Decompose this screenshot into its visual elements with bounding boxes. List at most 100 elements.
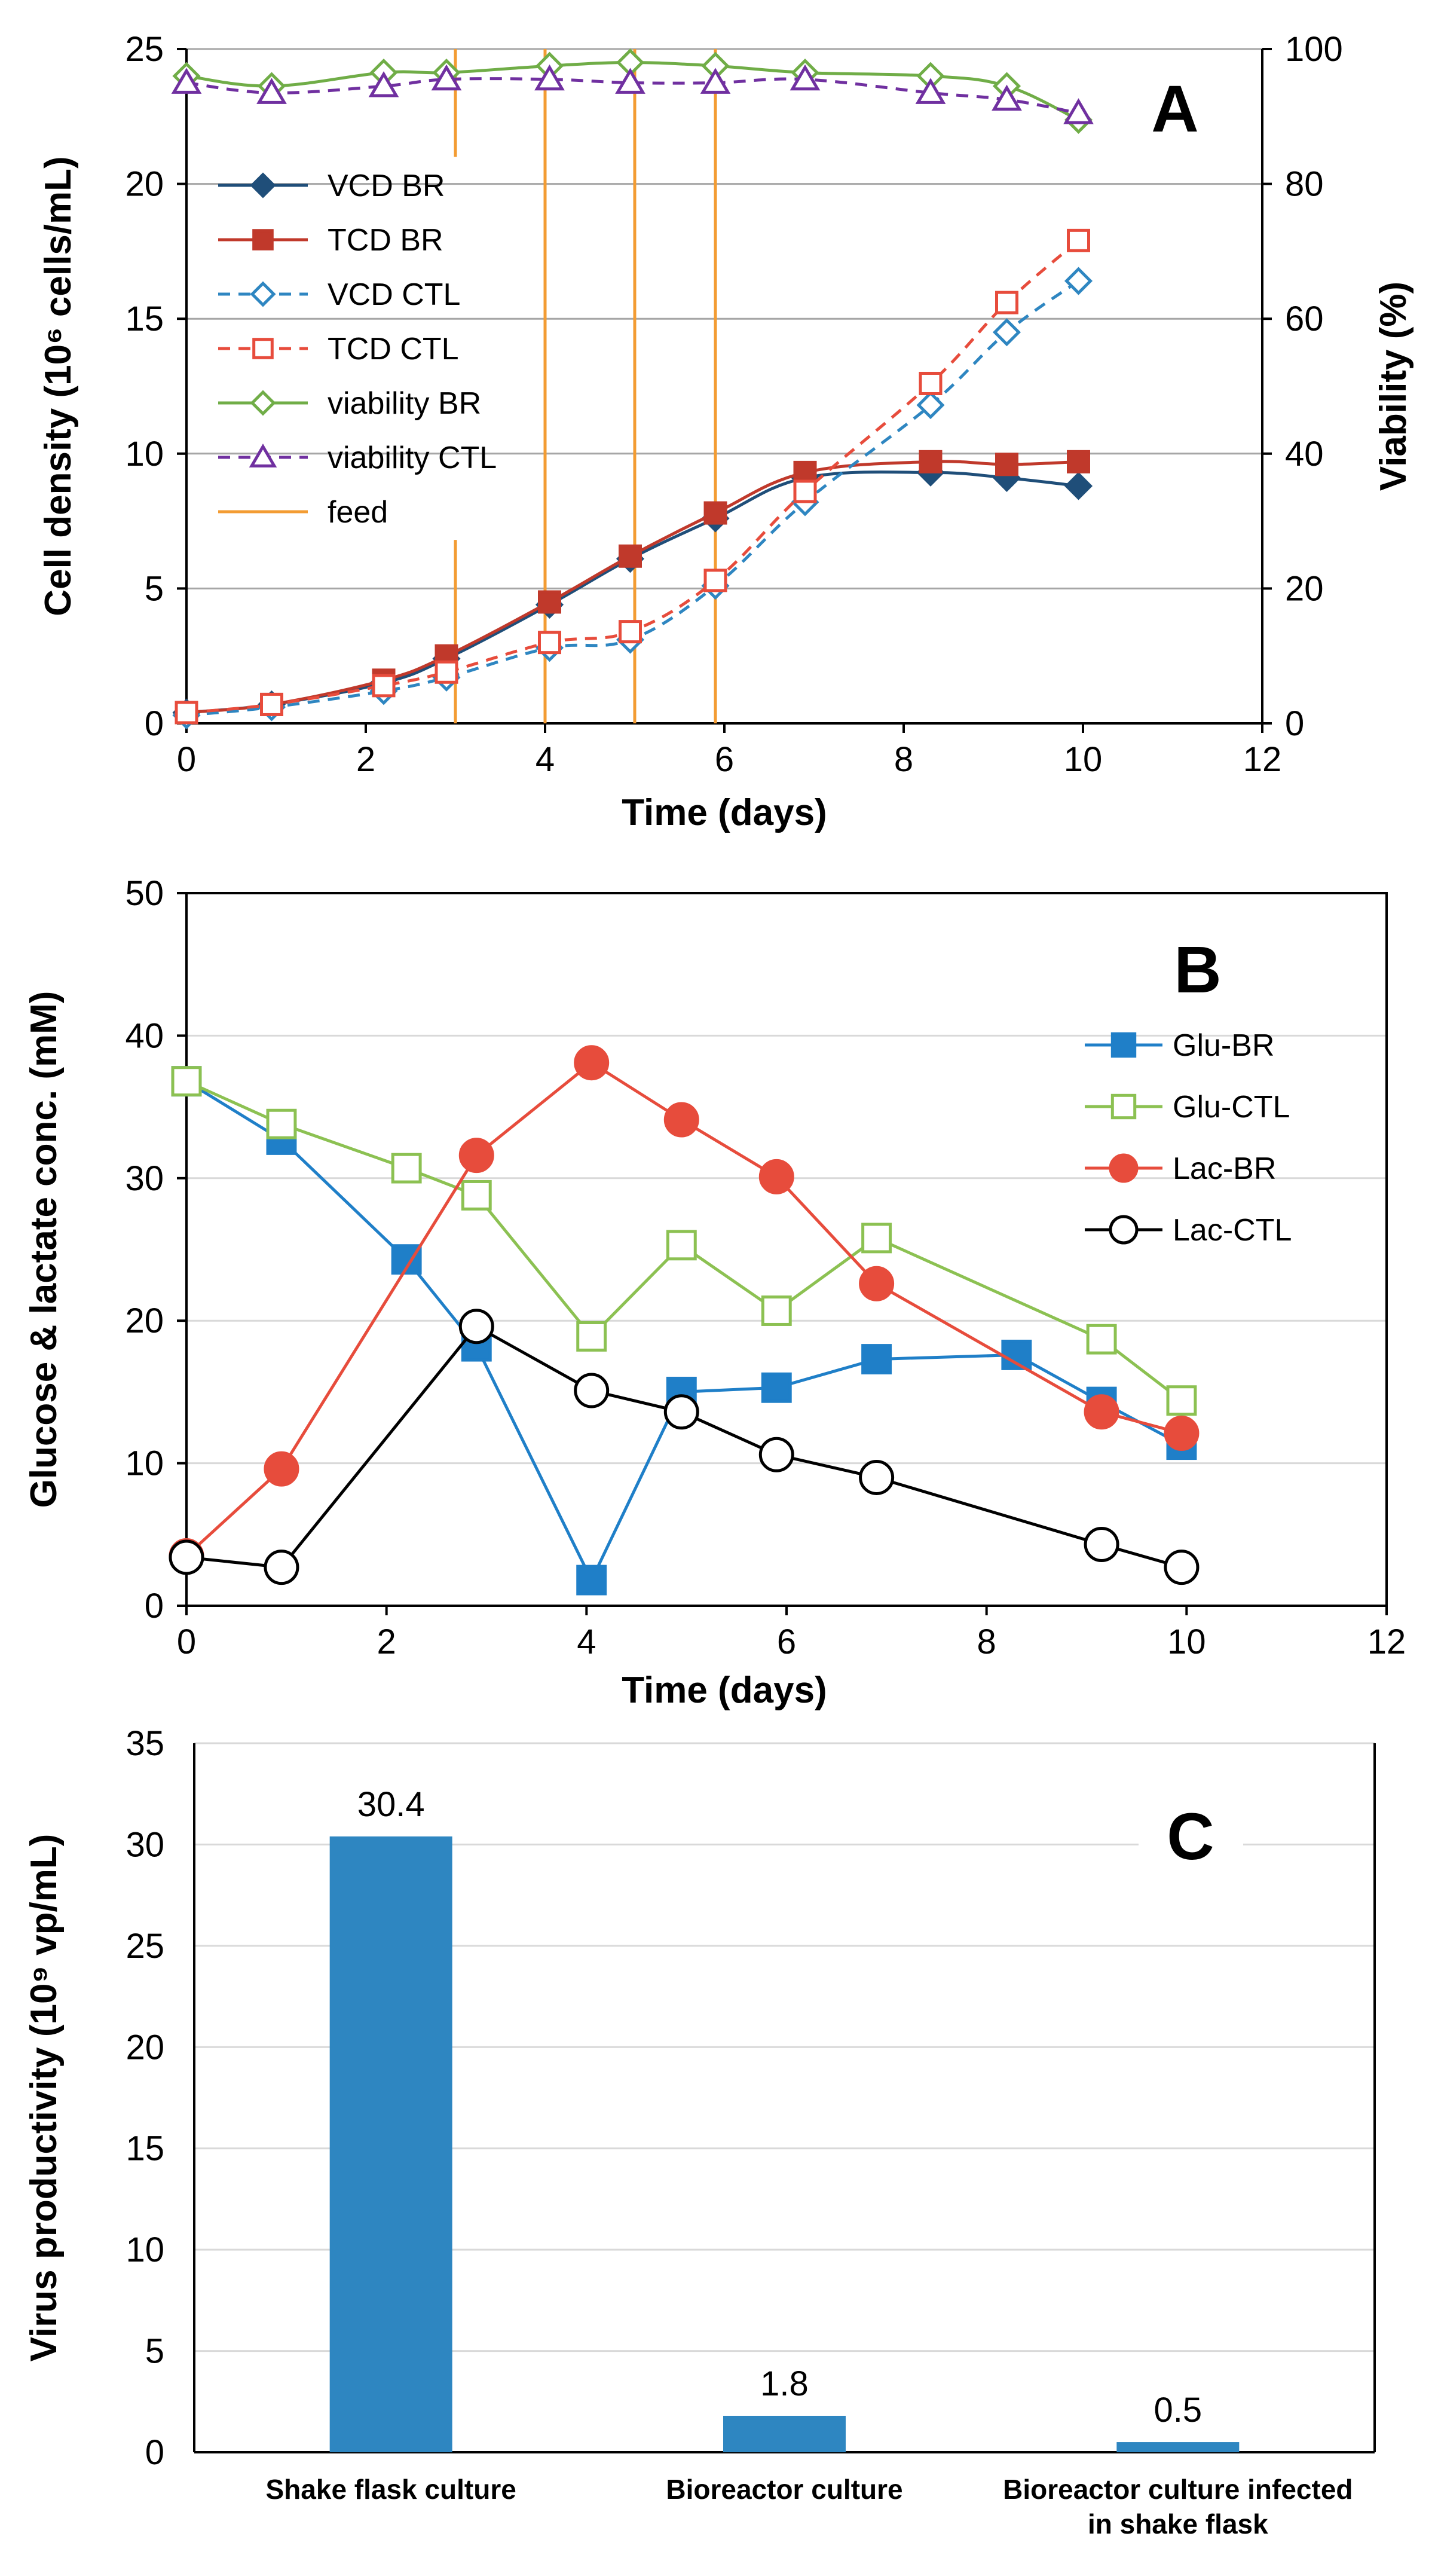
data-point-tcd-ctl [372,674,396,698]
data-point-tcd-ctl [1067,228,1090,252]
data-point-lac-ctl [1084,1526,1119,1562]
data-point-glu-ctl [1086,1324,1117,1355]
data-label-shake-flask-culture: 30.4 [357,1785,425,1824]
series-viability-ctl [171,64,1094,124]
data-point-viability-ctl [1063,98,1094,124]
data-point-tcd-ctl [619,620,642,644]
legend-label-glu-br: Glu-BR [1173,1028,1274,1063]
legend-label-feed: feed [328,495,388,530]
legend-b: Glu-BR Glu-CTL Lac-BR Lac-CTL [1085,1028,1292,1248]
data-point-viability-ctl [700,68,731,94]
legend-marker-lac-br [1109,1153,1139,1183]
y-tick-label: 35 [126,1724,164,1763]
series-line-glu-ctl [185,1080,1183,1402]
y-tick-label: 50 [125,874,164,913]
legend-label-lac-br: Lac-BR [1173,1151,1276,1186]
legend-label-viability-ctl: viability CTL [328,441,497,475]
legend-marker-vcd-ctl [250,281,276,307]
y-tick-label: 5 [145,569,164,608]
data-point-tcd-ctl [260,692,283,716]
data-point-lac-br [758,1159,794,1194]
data-point-glu-ctl [391,1153,422,1184]
data-point-tcd-ctl [919,371,943,395]
x-tick-label: 4 [577,1622,596,1661]
data-point-glu-ctl [171,1066,202,1097]
y-tick-label: 25 [126,1927,164,1966]
panel-letter-bg [1139,1787,1243,1880]
y-tick-label: 5 [145,2332,164,2371]
series-line-tcd-ctl [186,239,1080,714]
legend-marker-tcd-ctl [252,338,274,359]
panel-letter-b: B [1174,933,1221,1007]
x-tick-label: 4 [536,740,555,779]
data-point-glu-ctl [666,1230,697,1261]
legend-marker-tcd-br [252,229,274,250]
bar-shake-flask-culture [329,1836,452,2452]
bar-bioreactor-culture [723,2416,846,2452]
data-point-lac-ctl [1164,1550,1200,1585]
legend-label-tcd-ctl: TCD CTL [328,332,459,366]
data-point-glu-ctl [761,1295,792,1326]
x-tick-label: 2 [377,1622,396,1661]
data-point-glu-br [861,1344,892,1375]
data-point-viability-ctl [171,68,202,94]
data-point-lac-ctl [458,1309,494,1344]
data-point-tcd-ctl [175,701,198,725]
legend-marker-glu-br [1110,1032,1137,1058]
y-tick-label: 0 [145,704,164,743]
data-point-glu-br [761,1372,792,1403]
data-point-lac-br [1084,1394,1119,1430]
data-point-lac-br [458,1138,494,1174]
data-point-vcd-ctl [1064,267,1093,295]
data-point-lac-ctl [574,1373,610,1408]
category-label-bioreactor-culture: Bioreactor culture [666,2474,902,2505]
data-point-tcd-ctl [793,479,817,503]
x-axis-title: Time (days) [622,1670,827,1711]
data-point-lac-ctl [169,1539,204,1575]
data-point-tcd-br [995,453,1018,476]
panel-letter-a: A [1151,72,1198,146]
legend-marker-glu-ctl [1110,1093,1137,1120]
y-tick-label: 20 [125,1301,164,1340]
legend-label-lac-ctl: Lac-CTL [1173,1213,1292,1248]
x-tick-label: 2 [356,740,375,779]
y2-tick-label: 60 [1285,300,1324,338]
data-point-glu-ctl [861,1223,892,1254]
data-point-lac-ctl [264,1550,299,1585]
data-point-tcd-br [1067,450,1090,473]
data-point-tcd-br [619,544,642,568]
data-point-viability-ctl [368,71,399,97]
legend-label-vcd-ctl: VCD CTL [328,277,460,312]
y-tick-label: 10 [125,1444,164,1483]
data-point-tcd-ctl [538,631,561,655]
y2-tick-label: 0 [1285,704,1304,743]
data-point-lac-br [859,1266,895,1301]
y-axis-title: Glucose & lactate conc. (mM) [23,991,65,1508]
legend-label-vcd-br: VCD BR [328,169,445,203]
y-tick-label: 0 [145,1587,164,1625]
data-point-tcd-ctl [703,569,727,592]
y-tick-label: 25 [125,30,164,69]
y-tick-label: 30 [126,1825,164,1864]
x-tick-label: 12 [1243,740,1282,779]
y-tick-label: 0 [145,2433,164,2472]
y2-tick-label: 40 [1285,435,1324,473]
data-point-viability-ctl [615,68,645,94]
data-point-viability-ctl [256,78,287,104]
data-point-tcd-ctl [435,660,458,684]
y2-tick-label: 20 [1285,569,1324,608]
data-point-tcd-br [919,450,943,473]
y-axis-title: Cell density (10⁶ cells/mL) [38,156,79,616]
data-point-glu-ctl [1166,1385,1197,1416]
x-tick-label: 12 [1367,1622,1406,1661]
x-tick-label: 8 [977,1622,996,1661]
data-point-viability-ctl [534,64,565,91]
x-tick-label: 10 [1064,740,1103,779]
data-point-lac-br [1164,1416,1200,1452]
legend-a: VCD BR TCD BR VCD CTL TCD CTL viability BR vi… [218,169,497,530]
data-point-lac-br [264,1451,299,1487]
data-point-glu-ctl [266,1108,297,1139]
